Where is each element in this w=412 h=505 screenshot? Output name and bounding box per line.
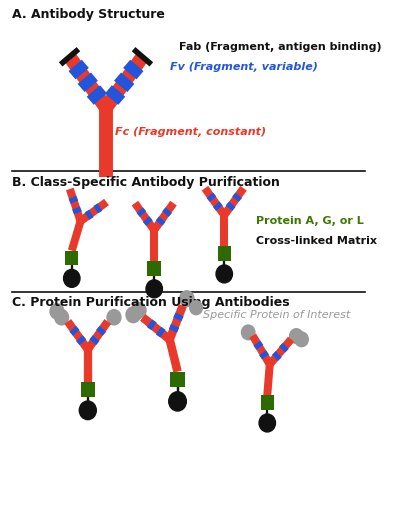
- Circle shape: [216, 266, 232, 283]
- Circle shape: [55, 310, 68, 325]
- Bar: [65, 251, 78, 266]
- Circle shape: [79, 401, 96, 420]
- Text: B. Class-Specific Antibody Purification: B. Class-Specific Antibody Purification: [12, 176, 280, 189]
- Circle shape: [107, 310, 121, 325]
- Circle shape: [63, 270, 80, 288]
- Text: Fab (Fragment, antigen binding): Fab (Fragment, antigen binding): [179, 42, 382, 52]
- Circle shape: [259, 414, 276, 432]
- Circle shape: [50, 304, 64, 319]
- Circle shape: [146, 280, 162, 298]
- Text: Cross-linked Matrix: Cross-linked Matrix: [256, 236, 377, 245]
- Bar: [170, 372, 185, 388]
- Bar: [81, 382, 95, 397]
- Circle shape: [241, 325, 255, 340]
- Bar: [147, 262, 161, 276]
- Bar: [218, 247, 231, 262]
- Circle shape: [180, 291, 194, 307]
- Text: C. Protein Purification Using Antibodies: C. Protein Purification Using Antibodies: [12, 295, 290, 308]
- Circle shape: [290, 329, 303, 344]
- Circle shape: [169, 392, 186, 411]
- Text: Fv (Fragment, variable): Fv (Fragment, variable): [170, 62, 318, 72]
- Text: A. Antibody Structure: A. Antibody Structure: [12, 9, 165, 21]
- Text: Specific Protein of Interest: Specific Protein of Interest: [204, 309, 351, 319]
- Text: Protein A, G, or L: Protein A, G, or L: [256, 216, 364, 226]
- Circle shape: [295, 332, 308, 347]
- Circle shape: [131, 303, 146, 319]
- Text: Fc (Fragment, constant): Fc (Fragment, constant): [115, 126, 266, 136]
- Circle shape: [190, 301, 202, 315]
- Circle shape: [126, 307, 140, 323]
- Bar: [260, 395, 274, 410]
